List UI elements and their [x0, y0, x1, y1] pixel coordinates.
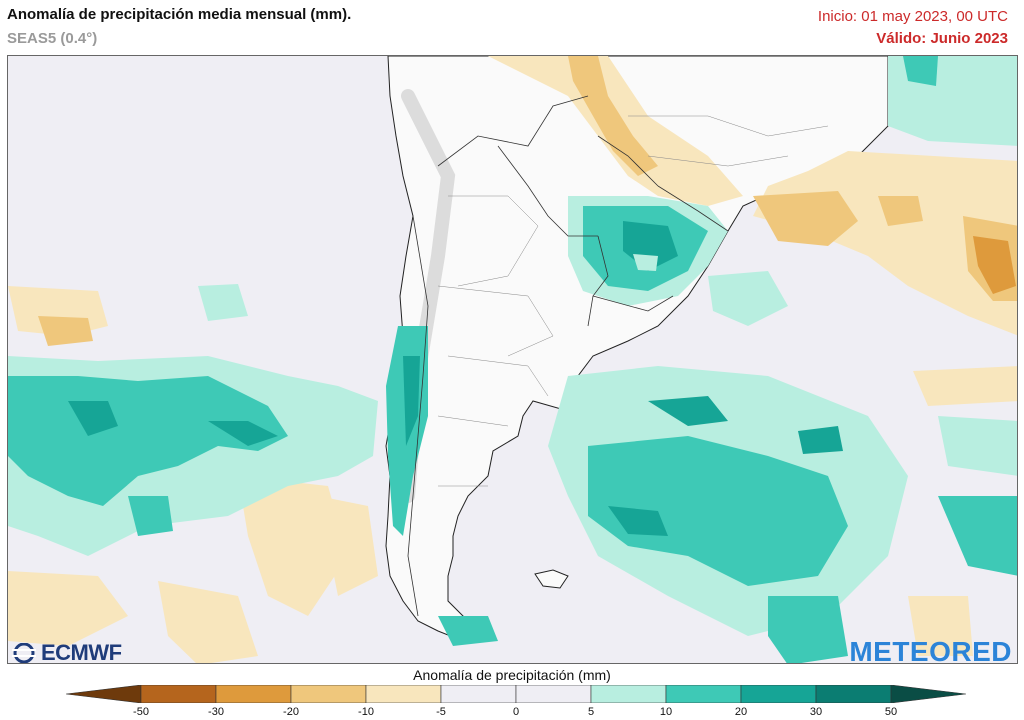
legend-title: Anomalía de precipitación (mm) [413, 667, 611, 683]
color-bar-tick-label: 0 [512, 706, 520, 718]
color-bar-tick-label: 5 [587, 706, 595, 718]
color-bar-segment [515, 685, 592, 703]
color-bar-tick-label: -20 [283, 706, 299, 718]
precipitation-anomaly-map [7, 55, 1018, 664]
color-bar-max-arrow [890, 685, 966, 703]
color-bar-tick-label: -5 [436, 706, 446, 718]
color-bar-tick-label: -30 [208, 706, 224, 718]
color-bar-tick-label: -10 [358, 706, 374, 718]
meteored-logo: METEORED [849, 636, 1012, 667]
color-bar-segment [440, 685, 517, 703]
color-bar-tick-label: 30 [809, 706, 823, 718]
color-bar-tick-label: 50 [884, 706, 898, 718]
ecmwf-logo-icon [12, 643, 36, 663]
color-bar [66, 685, 966, 703]
color-bar-segment [290, 685, 367, 703]
color-bar-segment [590, 685, 667, 703]
map-title: Anomalía de precipitación media mensual … [7, 6, 352, 23]
color-bar-segment [365, 685, 442, 703]
ecmwf-logo-text: ECMWF [41, 640, 122, 665]
country-borders [407, 95, 729, 617]
color-bar-tick-label: 10 [659, 706, 673, 718]
color-bar-segment [665, 685, 742, 703]
color-bar-segment [740, 685, 817, 703]
wet-anomaly-areas [8, 56, 1017, 663]
color-bar-segments [66, 685, 966, 703]
color-bar-min-arrow [66, 685, 142, 703]
province-borders [437, 115, 829, 487]
model-subtitle: SEAS5 (0.4°) [7, 30, 98, 47]
color-bar-segment [140, 685, 217, 703]
color-bar-segment [215, 685, 292, 703]
falkland-islands [534, 569, 569, 589]
map-canvas [8, 56, 1017, 663]
init-date: Inicio: 01 may 2023, 00 UTC [817, 8, 1008, 25]
valid-date: Válido: Junio 2023 [876, 30, 1008, 47]
color-bar-segment [815, 685, 892, 703]
color-bar-tick-label: 20 [734, 706, 748, 718]
dry-anomaly-areas [8, 56, 1017, 663]
color-bar-tick-label: -50 [133, 706, 149, 718]
ecmwf-logo: ECMWF [11, 640, 122, 666]
